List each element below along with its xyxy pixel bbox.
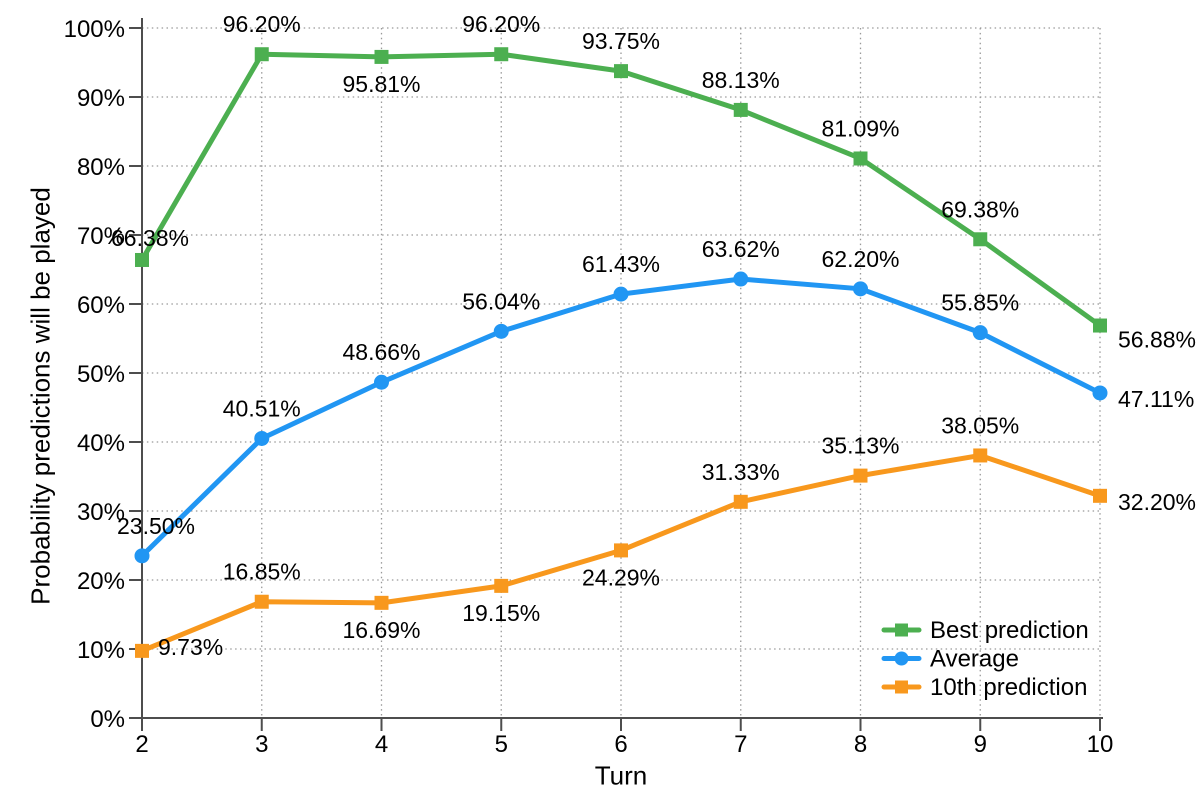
x-tick-label: 9 [974, 731, 987, 758]
marker-average [254, 430, 270, 446]
point-label: 40.51% [223, 395, 301, 421]
point-label: 48.66% [342, 339, 420, 365]
y-tick-label: 40% [77, 430, 125, 457]
marker-10th-prediction [1093, 488, 1107, 503]
point-label: 24.29% [582, 564, 660, 590]
legend-marker-best-prediction [895, 623, 908, 637]
x-tick-label: 6 [614, 731, 627, 758]
y-tick-label: 70% [77, 223, 125, 250]
legend-marker-average [894, 651, 909, 666]
point-label: 19.15% [462, 600, 540, 626]
marker-average [374, 374, 389, 390]
marker-average [134, 548, 150, 564]
point-label: 16.69% [342, 617, 420, 643]
legend-marker-10th-prediction [895, 680, 908, 694]
y-tick-label: 60% [77, 292, 125, 319]
marker-best-prediction [135, 252, 149, 267]
point-label: 23.50% [117, 513, 195, 539]
point-label: 61.43% [582, 251, 660, 277]
y-tick-label: 80% [77, 154, 125, 181]
point-label: 63.62% [702, 236, 780, 262]
marker-average [733, 271, 749, 287]
point-label: 55.85% [941, 290, 1019, 316]
point-label: 56.88% [1118, 327, 1196, 353]
y-tick-label: 20% [77, 568, 125, 595]
marker-best-prediction [973, 232, 988, 247]
point-label: 32.20% [1118, 489, 1196, 515]
x-tick-label: 4 [375, 731, 388, 758]
marker-10th-prediction [733, 494, 748, 509]
marker-10th-prediction [374, 595, 389, 610]
marker-best-prediction [1093, 318, 1107, 333]
y-tick-label: 50% [77, 361, 125, 388]
point-label: 81.09% [821, 115, 899, 141]
point-label: 38.05% [941, 412, 1019, 438]
marker-best-prediction [494, 47, 509, 62]
marker-10th-prediction [973, 448, 988, 463]
x-axis-title: Turn [594, 760, 648, 791]
point-label: 88.13% [702, 67, 780, 93]
point-label: 95.81% [342, 71, 420, 97]
marker-best-prediction [374, 49, 389, 64]
point-label: 31.33% [702, 459, 780, 485]
marker-average [853, 281, 868, 297]
point-label: 69.38% [941, 196, 1019, 222]
legend-label: Average [930, 646, 1019, 673]
marker-average [972, 325, 988, 341]
marker-10th-prediction [254, 594, 269, 609]
point-label: 47.11% [1118, 386, 1194, 412]
x-tick-label: 5 [495, 731, 508, 758]
legend-label: 10th prediction [930, 674, 1087, 701]
y-tick-label: 30% [77, 499, 125, 526]
x-tick-label: 7 [734, 731, 747, 758]
marker-best-prediction [254, 47, 269, 62]
marker-10th-prediction [494, 578, 509, 593]
legend-label: Best prediction [930, 617, 1089, 644]
y-tick-label: 0% [90, 706, 125, 733]
y-axis-title: Probability predictions will be played [25, 187, 56, 605]
marker-10th-prediction [135, 643, 149, 658]
point-label: 62.20% [821, 246, 899, 272]
marker-best-prediction [853, 151, 868, 166]
point-label: 9.73% [158, 634, 223, 660]
point-label: 93.75% [582, 28, 660, 54]
marker-best-prediction [733, 102, 748, 117]
marker-average [1092, 385, 1108, 401]
x-tick-label: 3 [255, 731, 268, 758]
point-label: 56.04% [462, 288, 540, 314]
marker-10th-prediction [853, 468, 868, 483]
y-tick-label: 90% [77, 85, 125, 112]
x-tick-label: 10 [1087, 731, 1114, 758]
y-tick-label: 10% [77, 637, 125, 664]
y-tick-label: 100% [64, 16, 125, 43]
point-label: 66.38% [111, 225, 189, 251]
marker-10th-prediction [614, 543, 628, 558]
point-label: 96.20% [223, 11, 301, 37]
point-label: 16.85% [223, 559, 301, 585]
x-tick-label: 8 [854, 731, 867, 758]
point-label: 96.20% [462, 11, 540, 37]
marker-average [493, 323, 509, 339]
point-label: 35.13% [821, 433, 899, 459]
marker-best-prediction [614, 64, 628, 79]
marker-average [613, 286, 629, 302]
x-tick-label: 2 [135, 731, 148, 758]
